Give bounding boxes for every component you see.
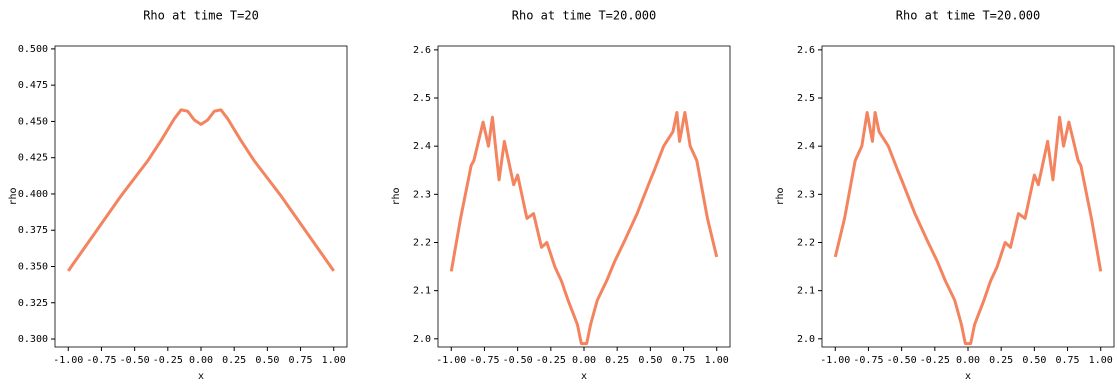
x-tick-label: -0.25: [920, 355, 950, 366]
x-tick-label: -1.00: [436, 355, 466, 366]
x-axis-label: x: [965, 371, 971, 382]
x-tick-label: 0.00: [956, 355, 980, 366]
y-tick-label: 2.0: [797, 334, 815, 345]
y-tick-label: 2.1: [797, 286, 815, 297]
x-tick-label: 1.00: [322, 355, 346, 366]
y-tick-label: 2.4: [797, 141, 815, 152]
axes-frame: [54, 45, 348, 348]
x-axis-label: x: [198, 371, 204, 382]
x-tick-label: 0.75: [671, 355, 695, 366]
y-tick-label: 0.350: [18, 261, 48, 272]
x-tick-label: 1.00: [1089, 355, 1113, 366]
data-line: [833, 110, 1103, 346]
x-tick-label: 1.00: [705, 355, 729, 366]
y-tick-label: 0.325: [18, 298, 48, 309]
y-tick-label: 2.5: [797, 93, 815, 104]
x-tick-label: -0.50: [887, 355, 917, 366]
x-tick-label: -0.25: [153, 355, 183, 366]
y-axis-label: rho: [8, 187, 19, 205]
data-line: [67, 108, 335, 272]
x-tick-label: 0.25: [605, 355, 629, 366]
x-axis-label: x: [581, 371, 587, 382]
chart-title: Rho at time T=20.000: [896, 9, 1041, 23]
y-tick-label: 0.475: [18, 80, 48, 91]
x-tick-label: -1.00: [820, 355, 850, 366]
axes-frame: [821, 45, 1115, 348]
x-tick-label: 0.75: [1055, 355, 1079, 366]
y-tick-label: 2.2: [797, 237, 815, 248]
x-tick-label: 0.50: [638, 355, 662, 366]
y-tick-label: 2.5: [413, 93, 431, 104]
y-tick-label: 2.3: [797, 189, 815, 200]
x-tick-label: -0.75: [86, 355, 116, 366]
y-tick-label: 0.400: [18, 189, 48, 200]
y-tick-label: 0.375: [18, 225, 48, 236]
chart-title: Rho at time T=20: [143, 9, 259, 23]
x-tick-label: -0.50: [120, 355, 150, 366]
x-tick-label: -0.50: [503, 355, 533, 366]
x-tick-label: -1.00: [53, 355, 83, 366]
axes-frame: [437, 45, 731, 348]
x-tick-label: 0.25: [222, 355, 246, 366]
y-tick-label: 2.6: [797, 45, 815, 56]
x-tick-label: 0.00: [572, 355, 596, 366]
y-tick-label: 0.425: [18, 153, 48, 164]
y-tick-label: 0.450: [18, 116, 48, 127]
data-line: [449, 110, 719, 346]
y-axis-label: rho: [775, 187, 786, 205]
x-tick-label: 0.75: [288, 355, 312, 366]
y-axis-label: rho: [391, 187, 402, 205]
y-tick-label: 2.3: [413, 189, 431, 200]
x-tick-label: -0.75: [469, 355, 499, 366]
y-tick-label: 2.1: [413, 286, 431, 297]
y-tick-label: 2.4: [413, 141, 431, 152]
y-tick-label: 2.6: [413, 45, 431, 56]
x-tick-label: 0.50: [1022, 355, 1046, 366]
x-tick-label: -0.75: [853, 355, 883, 366]
y-tick-label: 2.0: [413, 334, 431, 345]
x-tick-label: 0.50: [255, 355, 279, 366]
x-tick-label: 0.25: [989, 355, 1013, 366]
y-tick-label: 2.2: [413, 237, 431, 248]
x-tick-label: 0.00: [189, 355, 213, 366]
y-tick-label: 0.500: [18, 44, 48, 55]
chart-title: Rho at time T=20.000: [512, 9, 657, 23]
x-tick-label: -0.25: [536, 355, 566, 366]
y-tick-label: 0.300: [18, 334, 48, 345]
